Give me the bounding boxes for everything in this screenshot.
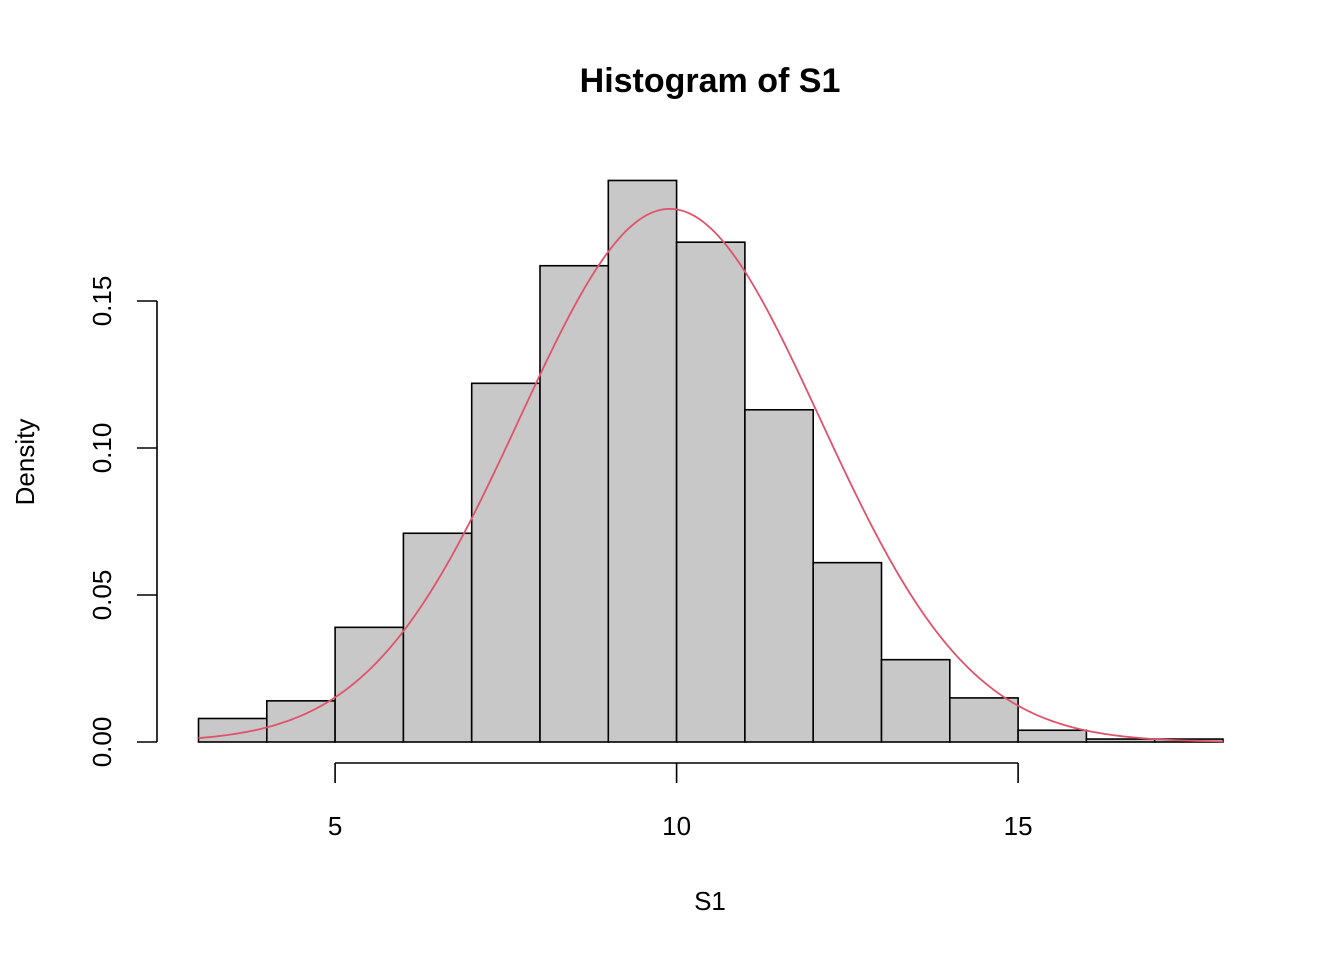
histogram-bar — [744, 408, 815, 743]
histogram-bar — [1085, 738, 1156, 743]
y-tick-label: 0.10 — [87, 423, 117, 474]
histogram-bar — [1017, 729, 1088, 743]
chart-title: Histogram of S1 — [580, 62, 841, 100]
histogram-bar — [265, 700, 336, 743]
y-axis: 0.00 0.05 0.10 0.15 — [87, 276, 158, 768]
histogram-bar — [880, 658, 951, 743]
histogram-bar — [539, 264, 610, 743]
y-tick-label: 0.00 — [87, 717, 117, 768]
histogram-bars — [197, 179, 1224, 743]
density-curve — [198, 207, 1224, 743]
x-tick-label: 10 — [662, 811, 691, 841]
histogram-bar — [948, 697, 1019, 743]
histogram-bar — [402, 532, 473, 743]
y-tick-label: 0.05 — [87, 570, 117, 621]
y-axis-label: Density — [10, 419, 40, 506]
histogram-bar — [470, 382, 541, 743]
x-axis: 5 10 15 — [328, 762, 1033, 841]
y-tick-label: 0.15 — [87, 276, 117, 327]
x-tick-label: 15 — [1004, 811, 1033, 841]
histogram-bar — [812, 561, 883, 743]
x-axis-label: S1 — [694, 886, 726, 916]
histogram-bar — [675, 241, 746, 743]
histogram-bar — [607, 179, 678, 743]
x-tick-label: 5 — [328, 811, 342, 841]
